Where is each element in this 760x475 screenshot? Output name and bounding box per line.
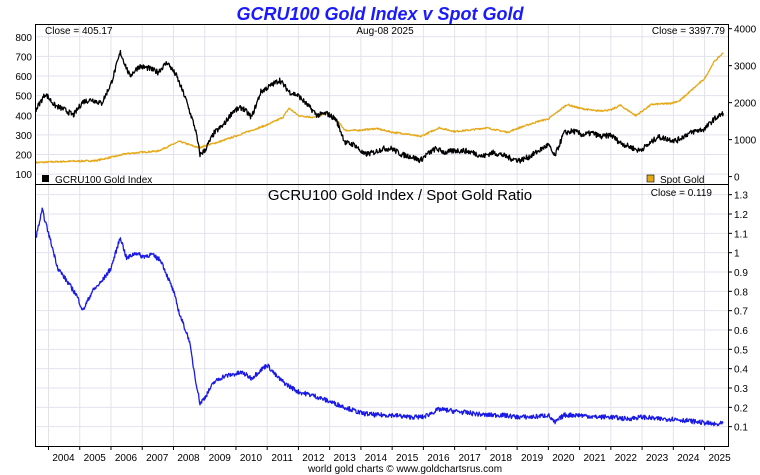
x-tick-label-2019: 2019 [521,453,544,464]
ratio-tick-label-1.1: 1.1 [734,229,748,240]
left-tick-label-100: 100 [15,170,32,181]
top-panel: 100 200 300 400 500 600 700 800 0 1000 2000 3000 40… [15,24,757,186]
left-tick-label-300: 300 [15,131,32,142]
x-tick-label-2011: 2011 [271,453,293,464]
x-tick-label-2016: 2016 [427,453,450,464]
ratio-tick-label-0.4: 0.4 [734,365,748,376]
right-tick-label-3000: 3000 [734,62,757,73]
x-tick-label-2007: 2007 [146,453,169,464]
left-tick-label-800: 800 [15,33,32,44]
chart-title: GCRU100 Gold Index v Spot Gold [236,4,524,24]
x-tick-label-2025: 2025 [708,453,731,464]
gcru100-line [35,49,724,164]
x-tick-label-2017: 2017 [459,453,482,464]
spot-gold-line [35,52,724,164]
ratio-tick-label-1.2: 1.2 [734,210,748,221]
x-tick-label-2012: 2012 [302,453,325,464]
left-tick-label-500: 500 [15,92,32,103]
right-tick-label-0: 0 [734,173,740,184]
legend-label-gcru100: GCRU100 Gold Index [55,175,152,186]
x-tick-label-2022: 2022 [615,453,638,464]
ratio-tick-label-0.3: 0.3 [734,384,748,395]
x-tick-label-2018: 2018 [490,453,513,464]
ratio-panel: 0.1 0.2 0.3 0.4 0.5 0.6 0.7 0.8 0.9 1 1.1 1.2 1.3 GC… [35,184,748,447]
x-tick-label-2008: 2008 [177,453,200,464]
ratio-line [35,207,724,427]
left-tick-label-200: 200 [15,151,32,162]
x-tick-label-2005: 2005 [84,453,107,464]
left-tick-label-400: 400 [15,111,32,122]
ratio-tick-label-1.3: 1.3 [734,191,748,202]
right-tick-label-1000: 1000 [734,136,757,147]
x-tick-label-2020: 2020 [552,453,575,464]
ratio-tick-label-1: 1 [734,249,740,260]
left-tick-label-600: 600 [15,72,32,83]
top-close-left: Close = 405.17 [45,26,113,37]
ratio-tick-label-0.6: 0.6 [734,326,748,337]
x-tick-label-2015: 2015 [396,453,419,464]
left-tick-label-700: 700 [15,52,32,63]
ratio-right-axis: 0.1 0.2 0.3 0.4 0.5 0.6 0.7 0.8 0.9 1 1.1 1.2 1.3 [728,191,748,434]
ratio-tick-label-0.7: 0.7 [734,307,748,318]
top-close-right: Close = 3397.79 [652,26,726,37]
top-series-lines [35,49,724,164]
legend-swatch-spot-gold [646,174,655,183]
ratio-plot-frame [35,184,729,447]
x-tick-label-2004: 2004 [52,453,75,464]
x-tick-label-2006: 2006 [115,453,138,464]
ratio-title: GCRU100 Gold Index / Spot Gold Ratio [268,187,532,204]
right-tick-label-2000: 2000 [734,99,757,110]
top-left-axis: 100 200 300 400 500 600 700 800 [15,33,32,181]
ratio-close-value: Close = 0.119 [651,188,713,199]
right-tick-label-4000: 4000 [734,25,757,36]
ratio-tick-label-0.8: 0.8 [734,287,748,298]
x-tick-label-2014: 2014 [365,453,388,464]
x-tick-label-2023: 2023 [646,453,669,464]
ratio-series-line [35,207,724,427]
top-plot-frame [35,24,729,185]
ratio-tick-label-0.2: 0.2 [734,403,748,414]
footer-credit: world gold charts © www.goldchartsrus.co… [307,464,502,475]
legend-label-spot-gold: Spot Gold [660,175,704,186]
ratio-tick-label-0.1: 0.1 [734,423,748,434]
ratio-tick-label-0.5: 0.5 [734,345,748,356]
x-tick-label-2021: 2021 [583,453,606,464]
x-axis: 2004 2005 2006 2007 2008 2009 2010 2011 2012 2013… [47,446,731,464]
ratio-gridlines [36,185,728,446]
top-right-axis: 0 1000 2000 3000 4000 [728,25,757,184]
top-gridlines [36,25,728,184]
x-tick-label-2009: 2009 [209,453,232,464]
top-date: Aug-08 2025 [356,26,414,37]
x-tick-label-2013: 2013 [334,453,357,464]
x-tick-label-2010: 2010 [240,453,263,464]
legend-swatch-gcru100 [42,175,49,182]
ratio-tick-label-0.9: 0.9 [734,268,748,279]
x-tick-label-2024: 2024 [677,453,700,464]
